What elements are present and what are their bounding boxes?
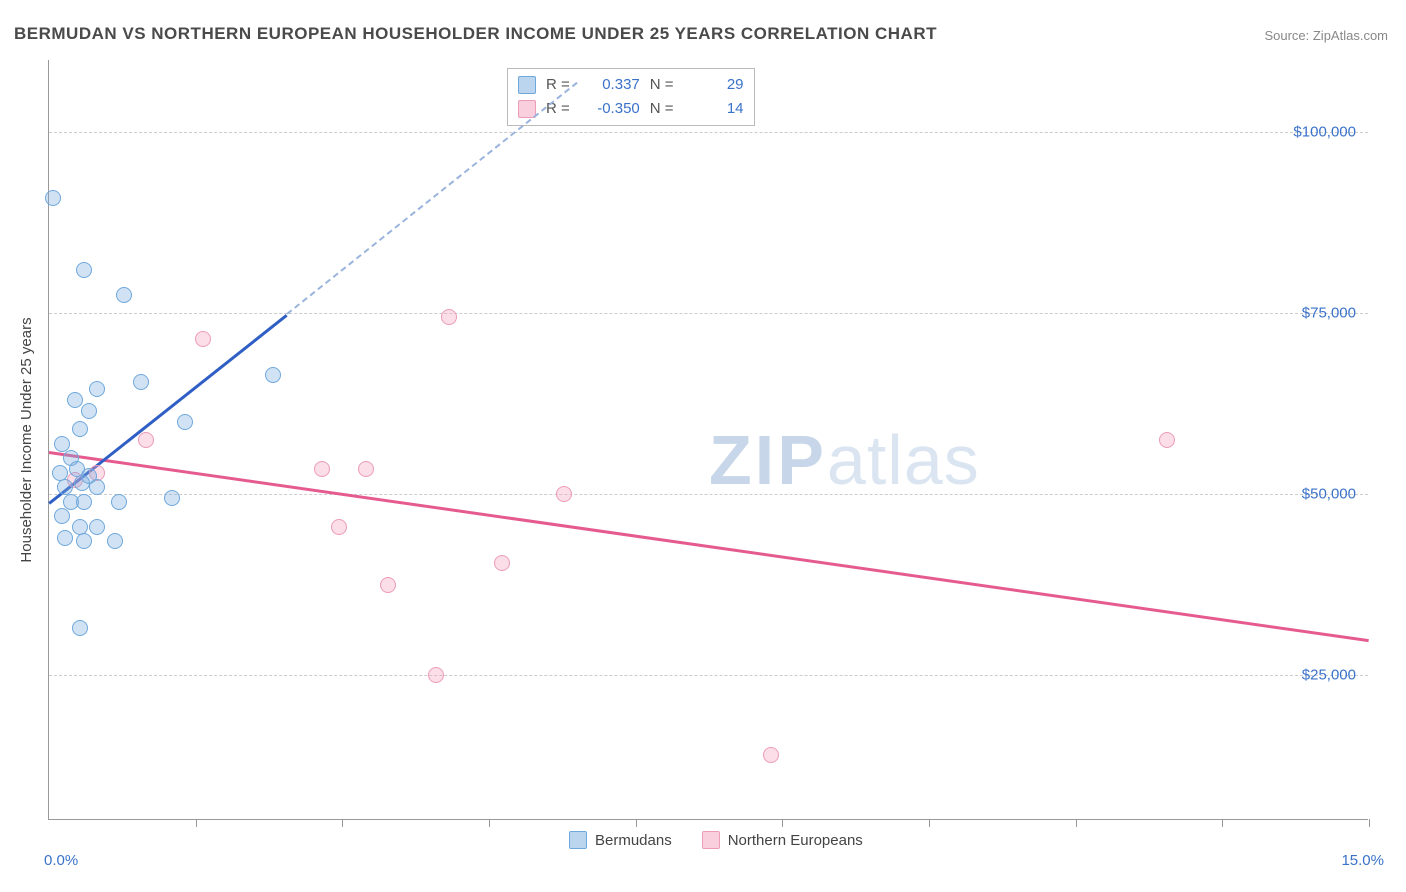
data-point (494, 555, 510, 571)
data-point (177, 414, 193, 430)
swatch-blue (518, 76, 536, 94)
legend-row-bermudans: R = 0.337 N = 29 (518, 73, 744, 97)
y-tick-label: $75,000 (1302, 305, 1356, 322)
data-point (54, 508, 70, 524)
n-value-northern-europeans: 14 (684, 97, 744, 121)
x-tick (196, 819, 197, 827)
data-point (57, 530, 73, 546)
trend-line (49, 451, 1369, 642)
data-point (45, 190, 61, 206)
data-point (331, 519, 347, 535)
series-legend: Bermudans Northern Europeans (569, 831, 863, 849)
data-point (358, 461, 374, 477)
swatch-pink (702, 831, 720, 849)
watermark: ZIPatlas (709, 420, 980, 500)
data-point (72, 620, 88, 636)
legend-label: Northern Europeans (728, 832, 863, 849)
gridline (49, 132, 1368, 133)
data-point (89, 381, 105, 397)
data-point (76, 533, 92, 549)
data-point (763, 747, 779, 763)
x-tick (929, 819, 930, 827)
x-axis-max-label: 15.0% (1341, 852, 1384, 869)
r-label: R = (546, 73, 570, 97)
x-tick (782, 819, 783, 827)
x-tick (489, 819, 490, 827)
data-point (428, 667, 444, 683)
legend-label: Bermudans (595, 832, 672, 849)
legend-item-bermudans: Bermudans (569, 831, 672, 849)
gridline (49, 675, 1368, 676)
data-point (380, 577, 396, 593)
y-tick-label: $100,000 (1293, 124, 1356, 141)
y-axis-title: Householder Income Under 25 years (18, 317, 35, 562)
n-value-bermudans: 29 (684, 73, 744, 97)
data-point (1159, 432, 1175, 448)
data-point (76, 494, 92, 510)
data-point (89, 479, 105, 495)
data-point (138, 432, 154, 448)
gridline (49, 313, 1368, 314)
data-point (89, 519, 105, 535)
swatch-blue (569, 831, 587, 849)
gridline (49, 494, 1368, 495)
r-value-bermudans: 0.337 (580, 73, 640, 97)
data-point (107, 533, 123, 549)
chart-title: BERMUDAN VS NORTHERN EUROPEAN HOUSEHOLDE… (14, 24, 937, 44)
data-point (441, 309, 457, 325)
y-tick-label: $25,000 (1302, 667, 1356, 684)
data-point (111, 494, 127, 510)
source-attribution: Source: ZipAtlas.com (1264, 28, 1388, 43)
x-tick (1076, 819, 1077, 827)
data-point (195, 331, 211, 347)
data-point (314, 461, 330, 477)
data-point (556, 486, 572, 502)
data-point (133, 374, 149, 390)
scatter-chart: ZIPatlas R = 0.337 N = 29 R = -0.350 N =… (48, 60, 1368, 820)
r-label: R = (546, 97, 570, 121)
data-point (54, 436, 70, 452)
data-point (116, 287, 132, 303)
data-point (81, 403, 97, 419)
x-axis-min-label: 0.0% (44, 852, 78, 869)
x-tick (1369, 819, 1370, 827)
n-label: N = (650, 73, 674, 97)
data-point (76, 262, 92, 278)
data-point (164, 490, 180, 506)
data-point (265, 367, 281, 383)
legend-item-northern-europeans: Northern Europeans (702, 831, 863, 849)
y-tick-label: $50,000 (1302, 486, 1356, 503)
r-value-northern-europeans: -0.350 (580, 97, 640, 121)
n-label: N = (650, 97, 674, 121)
data-point (72, 421, 88, 437)
x-tick (1222, 819, 1223, 827)
trend-line (286, 82, 578, 315)
x-tick (342, 819, 343, 827)
data-point (74, 475, 90, 491)
x-tick (636, 819, 637, 827)
correlation-legend: R = 0.337 N = 29 R = -0.350 N = 14 (507, 68, 755, 126)
